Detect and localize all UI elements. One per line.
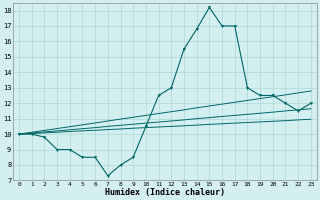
X-axis label: Humidex (Indice chaleur): Humidex (Indice chaleur) xyxy=(105,188,225,197)
